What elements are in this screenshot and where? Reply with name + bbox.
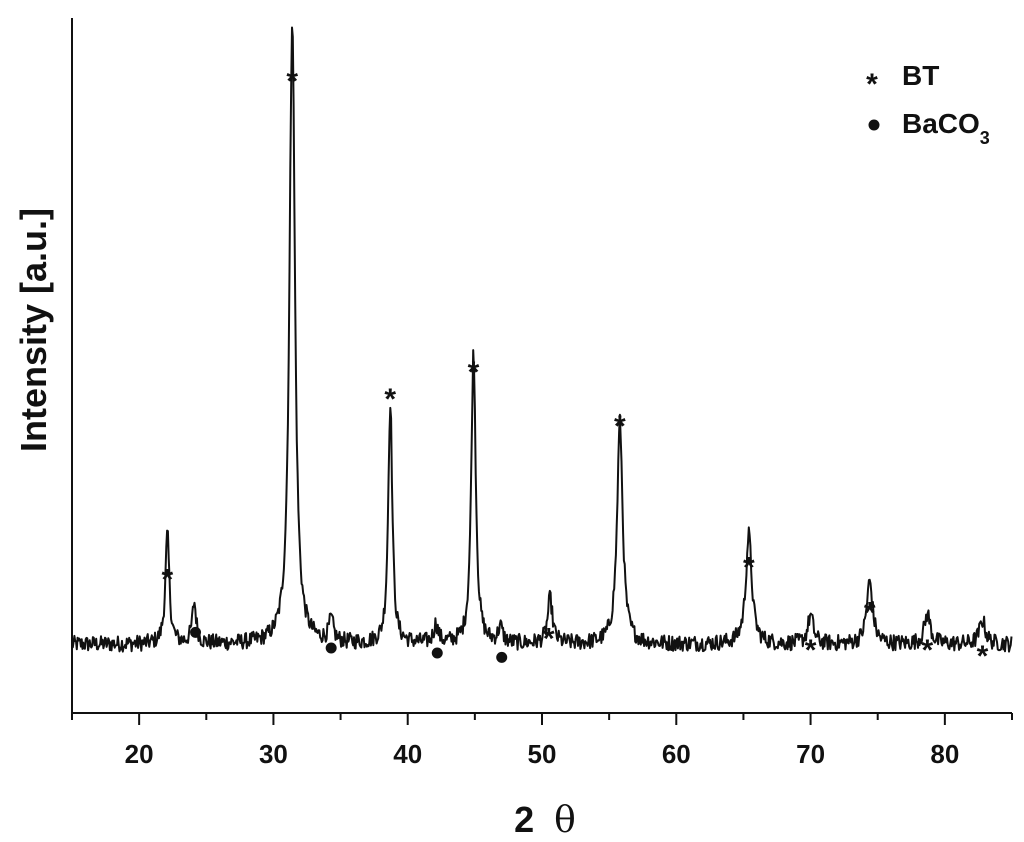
- bt-peak-star-icon: *: [614, 410, 626, 443]
- x-tick-label: 50: [528, 739, 557, 769]
- legend-bt-star-icon: *: [866, 68, 878, 101]
- x-tick-label: 40: [393, 739, 422, 769]
- x-axis-title: 2 θ: [514, 799, 576, 841]
- peak-markers: * * * * * * * * * * *: [161, 65, 988, 673]
- baco3-peak-dot-icon: [325, 642, 337, 654]
- x-tick-label: 30: [259, 739, 288, 769]
- x-tick-label: 80: [930, 739, 959, 769]
- x-tick-label: 60: [662, 739, 691, 769]
- bt-peak-star-icon: *: [468, 356, 480, 389]
- bt-peak-star-icon: *: [543, 622, 555, 655]
- legend-baco3-label: BaCO3: [902, 108, 990, 148]
- bt-peak-star-icon: *: [977, 640, 989, 673]
- legend-baco3-dot-icon: [868, 119, 880, 131]
- legend-baco3-label-sub: 3: [980, 128, 990, 148]
- bt-peak-star-icon: *: [805, 634, 817, 667]
- x-tick-label: 70: [796, 739, 825, 769]
- bt-peak-star-icon: *: [864, 597, 876, 630]
- legend-baco3-label-main: BaCO: [902, 108, 980, 139]
- bt-peak-star-icon: *: [286, 65, 298, 98]
- bt-peak-star-icon: *: [384, 383, 396, 416]
- bt-peak-star-icon: *: [743, 552, 755, 585]
- x-ticks: 20 30 40 50 60 70 80: [71, 713, 1013, 769]
- y-axis-title: Intensity [a.u.]: [13, 208, 54, 452]
- diffraction-trace: [71, 26, 1013, 653]
- legend: * BT BaCO3: [866, 60, 990, 148]
- bt-peak-star-icon: *: [922, 634, 934, 667]
- bt-peak-star-icon: *: [161, 564, 173, 597]
- baco3-peak-dot-icon: [190, 626, 202, 638]
- xrd-line: [71, 26, 1013, 653]
- x-axis-title-number: 2: [514, 799, 534, 840]
- x-axis-title-theta: θ: [554, 800, 576, 841]
- baco3-peak-dot-icon: [496, 651, 508, 663]
- x-tick-label: 20: [125, 739, 154, 769]
- baco3-peak-dot-icon: [431, 647, 443, 659]
- legend-bt-label: BT: [902, 60, 939, 91]
